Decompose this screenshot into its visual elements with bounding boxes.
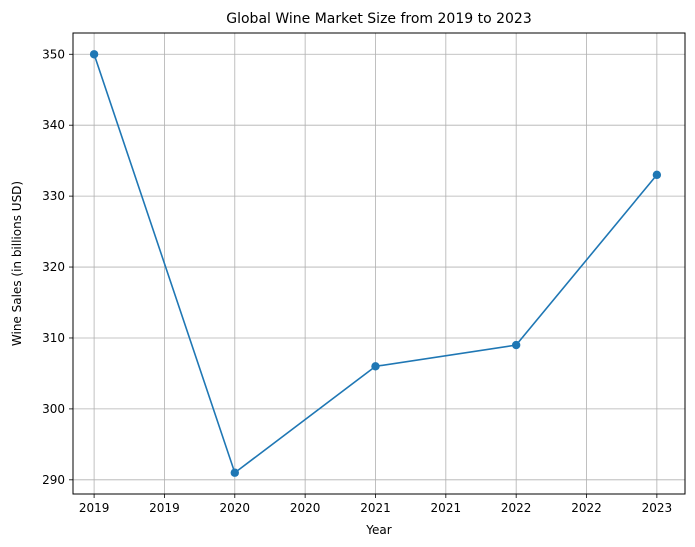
data-point: [371, 362, 380, 371]
x-tick-label: 2021: [431, 501, 462, 515]
data-point: [511, 340, 521, 350]
y-tick-label: 290: [42, 473, 65, 487]
x-tick-label: 2020: [290, 501, 321, 515]
x-tick-label: 2022: [501, 501, 532, 515]
plot-frame: [72, 32, 686, 495]
ticks: 2019 2019 2020 2020 2021 2021 2022 2022 2023 290 3…: [42, 47, 672, 515]
y-tick-label: 300: [42, 402, 65, 416]
x-tick-label: 2019: [79, 501, 110, 515]
x-tick-label: 2019: [149, 501, 180, 515]
data-point: [230, 468, 239, 477]
x-tick-label: 2021: [360, 501, 391, 515]
y-tick-label: 340: [42, 118, 65, 132]
y-axis-title: Wine Sales (in billions USD): [10, 181, 24, 346]
x-tick-label: 2022: [571, 501, 602, 515]
y-tick-label: 320: [42, 260, 65, 274]
grid: [73, 33, 685, 494]
chart-title: Global Wine Market Size from 2019 to 202…: [226, 11, 531, 27]
x-axis-title: Year: [365, 523, 391, 537]
x-tick-label: 2020: [220, 501, 251, 515]
y-tick-label: 330: [42, 189, 65, 203]
y-tick-label: 350: [42, 47, 65, 61]
data-point: [89, 50, 99, 59]
y-tick-label: 310: [42, 331, 65, 345]
series-layer: [89, 50, 662, 477]
x-tick-label: 2023: [642, 501, 673, 515]
data-point: [652, 170, 662, 180]
